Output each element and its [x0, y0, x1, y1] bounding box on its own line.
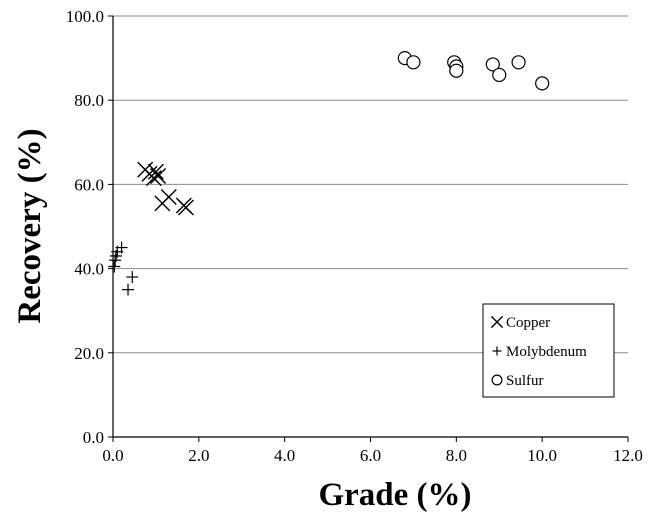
molybdenum-point — [115, 241, 128, 254]
y-tick-label: 100.0 — [66, 7, 104, 26]
x-tick-label: 8.0 — [446, 446, 467, 465]
legend-molybdenum-label: Molybdenum — [506, 344, 587, 360]
x-tick-label: 4.0 — [274, 446, 295, 465]
copper-point — [160, 189, 177, 206]
x-tick-label: 0.0 — [102, 446, 123, 465]
sulfur-point — [485, 57, 500, 72]
molybdenum-point — [108, 260, 121, 273]
y-tick-label: 60.0 — [74, 175, 104, 194]
x-tick-label: 10.0 — [527, 446, 557, 465]
x-tick-labels: 0.0 2.0 4.0 6.0 8.0 10.0 12.0 — [102, 446, 643, 465]
copper-point — [145, 170, 162, 187]
axes — [108, 15, 629, 442]
sulfur-point — [535, 76, 550, 91]
sulfur-point — [406, 55, 421, 70]
y-axis-title: Recovery (%) — [12, 128, 48, 323]
sulfur-point — [511, 55, 526, 70]
gridlines — [113, 15, 628, 354]
copper-point — [147, 163, 164, 180]
legend-sulfur-label: Sulfur — [506, 373, 544, 389]
sulfur-point — [449, 63, 464, 78]
x-tick-label: 2.0 — [188, 446, 209, 465]
x-tick-label: 12.0 — [613, 446, 643, 465]
molybdenum-point — [126, 271, 139, 284]
sulfur-point — [492, 67, 507, 83]
legend-sulfur-marker — [491, 374, 503, 386]
x-axis-title: Grade (%) — [318, 477, 471, 513]
legend-molybdenum-marker — [492, 346, 502, 356]
x-tick-label: 6.0 — [360, 446, 381, 465]
legend-copper-marker — [490, 315, 504, 329]
copper-point — [177, 199, 194, 216]
y-tick-label: 0.0 — [83, 428, 104, 447]
y-tick-labels: 0.0 20.0 40.0 60.0 80.0 100.0 — [66, 7, 104, 447]
legend-copper-label: Copper — [506, 315, 550, 331]
y-tick-label: 20.0 — [74, 344, 104, 363]
copper-point — [150, 167, 167, 184]
legend: Copper Molybdenum Sulfur — [482, 303, 615, 398]
y-tick-label: 40.0 — [74, 260, 104, 279]
y-tick-label: 80.0 — [74, 91, 104, 110]
data-points — [108, 50, 550, 296]
molybdenum-point — [122, 283, 135, 296]
legend-box — [482, 303, 615, 398]
